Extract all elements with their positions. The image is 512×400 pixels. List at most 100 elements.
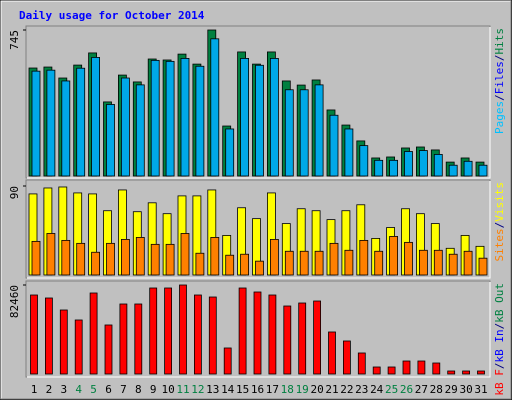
x-tick-label: 20 (310, 383, 323, 396)
bar (463, 160, 473, 177)
bar (344, 128, 354, 177)
x-tick-label: 7 (120, 383, 127, 396)
bar (89, 292, 98, 375)
bar (329, 242, 339, 276)
bar (104, 324, 113, 375)
bar (61, 239, 71, 276)
bar (135, 84, 145, 177)
x-tick-label: 28 (430, 383, 443, 396)
bar (374, 159, 384, 177)
bar (342, 340, 351, 375)
bar (314, 84, 324, 177)
bar (359, 145, 369, 177)
side-label: kB F/kB In/kB Out (493, 283, 506, 396)
bar (299, 89, 309, 177)
y-tick-label: 90 (8, 186, 21, 199)
bar (417, 360, 426, 375)
bar (76, 242, 86, 276)
side-label-part: / (493, 222, 506, 229)
bar (150, 59, 160, 177)
x-tick-label: 21 (325, 383, 338, 396)
bar (193, 294, 202, 375)
bar (31, 70, 41, 177)
bar (448, 164, 458, 177)
bar (106, 104, 115, 177)
side-label-part: kB F (493, 369, 506, 396)
bar (329, 114, 339, 177)
bar (268, 294, 277, 375)
x-tick-label: 8 (135, 383, 142, 396)
bar (298, 302, 307, 375)
bar (478, 164, 488, 177)
x-tick-label: 31 (474, 383, 487, 396)
side-label-part: Visits (493, 182, 506, 222)
y-tick-label: 745 (8, 30, 21, 50)
bar (372, 366, 381, 375)
side-label-part: / (493, 363, 506, 370)
x-tick-label: 26 (400, 383, 413, 396)
bar (91, 251, 100, 276)
bar (448, 253, 458, 276)
bar (61, 80, 71, 177)
x-tick-label: 5 (90, 383, 97, 396)
bar (447, 370, 456, 375)
bar (389, 159, 399, 177)
bar (180, 233, 190, 276)
bar (134, 303, 143, 375)
x-tick-label: 15 (236, 383, 249, 396)
bar (477, 370, 485, 375)
bar (106, 242, 115, 276)
x-tick-label: 23 (355, 383, 368, 396)
bar (432, 362, 441, 375)
x-tick-label: 25 (385, 383, 398, 396)
chart-title: Daily usage for October 2014 (19, 9, 205, 22)
side-label: Pages/Files/Hits (493, 28, 506, 134)
bar (359, 239, 369, 276)
bar (195, 252, 205, 276)
bar (121, 238, 130, 276)
side-label-part: / (493, 323, 506, 330)
bar (314, 250, 324, 276)
bar (121, 77, 130, 177)
bar (255, 64, 264, 177)
bar (433, 249, 443, 276)
x-tick-label: 29 (445, 383, 458, 396)
bar (402, 360, 411, 375)
bar (299, 250, 309, 276)
x-tick-label: 27 (415, 383, 428, 396)
bar (269, 58, 279, 177)
bar (433, 154, 443, 177)
bar (225, 128, 235, 177)
bar (31, 240, 41, 276)
side-label-part: kB Out (493, 283, 506, 323)
bar (374, 250, 384, 276)
side-label-part: Pages (493, 101, 506, 134)
bar (91, 57, 100, 177)
bar (225, 254, 235, 276)
bar (46, 233, 56, 276)
bar (119, 303, 128, 375)
bar (238, 287, 247, 375)
side-label-part: / (493, 94, 506, 101)
bar (255, 260, 264, 276)
bar (284, 89, 294, 177)
bar (463, 250, 473, 276)
bar (223, 347, 232, 375)
bar (404, 151, 413, 177)
x-tick-label: 12 (191, 383, 204, 396)
bar (240, 253, 250, 276)
bar (210, 38, 220, 177)
bar (240, 58, 250, 177)
bar (59, 309, 68, 375)
side-label-part: / (493, 55, 506, 62)
bar (283, 305, 292, 375)
x-tick-label: 11 (176, 383, 189, 396)
panel-bevel (27, 181, 491, 279)
x-tick-label: 13 (206, 383, 219, 396)
x-tick-label: 19 (296, 383, 309, 396)
x-tick-label: 3 (60, 383, 67, 396)
